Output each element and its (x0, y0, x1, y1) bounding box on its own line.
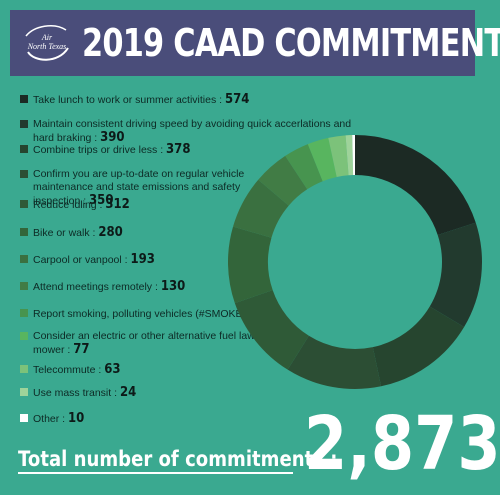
legend-item: Other : 10 (20, 412, 370, 426)
legend-entry-text: Consider an electric or other alternativ… (33, 330, 270, 357)
legend-swatch (20, 309, 28, 317)
legend-label: Telecommute : (33, 364, 105, 376)
page-title: 2019 CAAD COMMITMENTS (82, 21, 500, 65)
legend-value: 10 (68, 411, 85, 426)
legend-swatch (20, 120, 28, 128)
legend-swatch (20, 228, 28, 236)
legend-value: 574 (224, 92, 250, 107)
legend-value: 390 (100, 130, 125, 145)
legend-entry-text: Other : 10 (33, 412, 84, 426)
legend-item: Attend meetings remotely : 130 (20, 280, 370, 294)
total-label: Total number of commitments : (18, 447, 338, 471)
header-banner: Air North Texas 2019 CAAD COMMITMENTS (10, 10, 500, 76)
legend-label: Consider an electric or other alternativ… (33, 330, 261, 356)
legend-value: 130 (160, 279, 186, 294)
legend-item: Consider an electric or other alternativ… (20, 330, 270, 357)
legend-entry-text: Attend meetings remotely : 130 (33, 280, 185, 294)
legend-value: 280 (98, 225, 123, 240)
air-north-texas-logo: Air North Texas (20, 18, 74, 68)
donut-slice (355, 135, 476, 236)
logo-text: Air North Texas (24, 33, 70, 51)
legend-value: 312 (105, 197, 130, 212)
legend-label: Take lunch to work or summer activities … (33, 94, 225, 106)
swoosh-icon (25, 24, 69, 61)
legend-value: 193 (130, 252, 155, 267)
legend-label: Attend meetings remotely : (33, 281, 161, 293)
legend-entry-text: Report smoking, polluting vehicles (#SMO… (33, 307, 271, 321)
legend-label: Carpool or vanpool : (33, 254, 131, 266)
legend-swatch (20, 95, 28, 103)
legend-swatch (20, 332, 28, 340)
legend-entry-text: Carpool or vanpool : 193 (33, 253, 155, 267)
legend-label: Combine trips or drive less : (33, 144, 167, 156)
legend-swatch (20, 145, 28, 153)
total-value: 2,873 (304, 401, 500, 487)
legend-item: Use mass transit : 24 (20, 386, 370, 400)
legend-label: Other : (33, 413, 69, 425)
legend-entry-text: Use mass transit : 24 (33, 386, 136, 400)
donut-slice (372, 306, 465, 387)
legend-entry-text: Maintain consistent driving speed by avo… (33, 118, 370, 145)
legend-value: 24 (119, 385, 137, 400)
legend-item: Bike or walk : 280 (20, 226, 370, 240)
legend-label: Maintain consistent driving speed by avo… (33, 118, 352, 144)
legend-swatch (20, 255, 28, 263)
legend-swatch (20, 200, 28, 208)
legend-value: 350 (89, 193, 114, 208)
logo-line2: North Texas (27, 42, 67, 51)
legend-entry-text: Take lunch to work or summer activities … (33, 93, 249, 107)
legend-label: Report smoking, polluting vehicles (#SMO… (33, 308, 255, 320)
legend-label: Reduce idling : (33, 199, 106, 211)
legend-item: Report smoking, polluting vehicles (#SMO… (20, 307, 370, 321)
legend-swatch (20, 365, 28, 373)
legend-swatch (20, 170, 28, 178)
legend-entry-text: Confirm you are up-to-date on regular ve… (33, 168, 270, 208)
legend-item: Confirm you are up-to-date on regular ve… (20, 168, 270, 208)
legend-entry-text: Reduce idling : 312 (33, 198, 130, 212)
legend-value: 378 (166, 142, 191, 157)
legend-swatch (20, 414, 28, 422)
legend-swatch (20, 282, 28, 290)
legend-item: Take lunch to work or summer activities … (20, 93, 370, 107)
legend-item: Combine trips or drive less : 378 (20, 143, 370, 157)
logo-line1: Air (41, 33, 53, 42)
legend-value: 77 (73, 342, 90, 357)
donut-slice (429, 222, 482, 328)
legend-swatch (20, 388, 28, 396)
legend-value: 63 (104, 362, 121, 377)
legend-item: Maintain consistent driving speed by avo… (20, 118, 370, 145)
legend-value: 92 (254, 306, 272, 321)
legend-label: Use mass transit : (33, 387, 120, 399)
legend-item: Carpool or vanpool : 193 (20, 253, 370, 267)
legend-entry-text: Combine trips or drive less : 378 (33, 143, 190, 157)
total-underline (18, 472, 293, 474)
legend-item: Telecommute : 63 (20, 363, 370, 377)
legend-label: Bike or walk : (33, 227, 99, 239)
legend-item: Reduce idling : 312 (20, 198, 370, 212)
legend-entry-text: Bike or walk : 280 (33, 226, 123, 240)
legend-label: Confirm you are up-to-date on regular ve… (33, 168, 245, 207)
legend-entry-text: Telecommute : 63 (33, 363, 120, 377)
